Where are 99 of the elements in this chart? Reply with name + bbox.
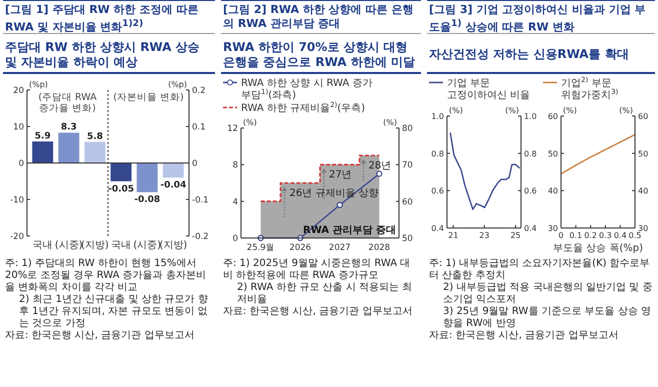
y-axis-title: (%): [563, 106, 577, 115]
x-tick-label: 2026: [289, 243, 312, 253]
annotation: 26년 규제비율 상향: [290, 188, 379, 199]
y-tick-label: 10: [13, 122, 24, 132]
chart-title: [그림 3] 기업 고정이하여신 비율과 기업 부도율$^{1)}$ 상승에 따른 RW 변화: [429, 3, 653, 35]
bar: [58, 132, 80, 163]
y2-tick-label: 60: [402, 197, 413, 208]
chart-subtitle: RWA 하한이 70%로 상향시 대형은행을 중심으로 RWA 하한에 미달: [223, 40, 416, 70]
text: 주: 1) 주담대의 RW 하한이 현행 15%에서 20%로 조정될 경우 RWA 증가율과 총자본비율 변화폭의 차이를 각각 비교: [5, 258, 207, 294]
chart-subtitle: 주담대 RW 하한 상향시 RWA 상승 및 자본비율 하락이 예상: [5, 40, 201, 70]
y2-tick-label: 60: [638, 112, 648, 121]
x-tick-label: (지방): [81, 240, 109, 251]
x-tick-label: 국내: [32, 240, 53, 251]
y-tick-label: 40: [548, 186, 558, 196]
x-tick-label: 23: [479, 231, 490, 240]
x-tick-label: 국내: [111, 240, 132, 251]
x-axis-title: 부도율 상승 폭(%p): [552, 243, 644, 254]
chart-title: [그림 2] RWA 하한 상향에 따른 은행의 RWA 관리부담 증대: [223, 3, 419, 31]
annotation: (자본비율 변화): [113, 92, 184, 103]
y2-tick-label: 1.0: [524, 112, 537, 121]
legend-label: 기업 부문 고정이하여신 비율: [447, 78, 530, 101]
x-tick-label: 0.1: [569, 231, 582, 240]
y-tick-label: 0.6: [431, 186, 444, 196]
point: [376, 170, 382, 177]
y-tick-label: -10: [10, 196, 24, 206]
x-tick-label: 0.5: [628, 231, 642, 240]
data-label: 8.3: [60, 122, 77, 133]
y2-tick-label: 0.8: [524, 149, 537, 158]
x-tick-label: 0.3: [599, 231, 612, 240]
chart-subtitle: 자산건전성 저하는 신용RWA를 확대: [429, 47, 629, 62]
y-tick-label: 20: [13, 86, 24, 96]
annotation: 27년: [329, 170, 352, 181]
y-axis-title: (%): [243, 118, 257, 127]
y-tick-label: 50: [548, 149, 558, 158]
text: 자료: 한국은행 시산, 금융기관 업무보고서: [429, 330, 620, 342]
x-tick-label: (시중): [54, 240, 83, 251]
y-tick-label: -20: [10, 232, 24, 242]
y2-axis-title: (%): [505, 106, 519, 115]
legend-label: RWA 하한 규제비율$^{2)}$(우측): [241, 101, 366, 114]
y2-tick-label: -0.2: [192, 232, 209, 242]
data-label: -0.05: [108, 184, 134, 194]
y2-tick-label: 0.2: [192, 86, 206, 96]
x-tick-label: 25.9월: [246, 243, 275, 253]
y-tick-label: 4: [232, 197, 238, 208]
y2-tick-label: 0: [192, 159, 198, 169]
y2-tick-label: 0.1: [192, 122, 206, 132]
y2-tick-label: 0.6: [524, 186, 537, 196]
x-tick-label: 25: [510, 231, 521, 240]
bar: [84, 142, 106, 163]
bar: [32, 141, 54, 163]
annotation: 28년: [368, 160, 392, 172]
y-tick-label: 12: [227, 124, 238, 134]
y-axis-title: (%): [449, 106, 463, 115]
y-tick-label: 0.4: [431, 224, 444, 233]
x-tick-label: 21: [448, 231, 458, 240]
y-tick-label: 0: [18, 159, 24, 169]
x-tick-label: 0.4: [614, 231, 627, 240]
data-label: -0.08: [134, 195, 160, 206]
text: 주: 1) 내부등급법의 소요자기자본율(K) 함수로부터 산출한 추정치: [429, 258, 651, 282]
y2-tick-label: 50: [638, 149, 648, 158]
y2-tick-label: -0.1: [192, 196, 209, 206]
data-label: 5.9: [34, 131, 51, 142]
annotation: (주담대 RWA 증가율 변화): [38, 92, 98, 114]
y-tick-label: 8: [232, 160, 238, 171]
y2-tick-label: 30: [638, 224, 648, 233]
point: [336, 202, 343, 208]
chart-title: [그림 1] 주담대 RW 하한 조정에 따른 RWA 및 자본비율 변화$^{1)2)}$: [5, 3, 213, 35]
x-tick-label: (시중): [133, 240, 162, 251]
y2-tick-label: 50: [402, 234, 413, 244]
text: 2) 내부등급법 적용 국내은행의 일반기업 및 중소기업 익스포저: [442, 282, 653, 306]
y2-tick-label: 80: [402, 124, 413, 134]
y2-axis-title: (%p): [168, 80, 187, 89]
x-tick-label: 2027: [328, 243, 351, 253]
data-label: -0.04: [160, 180, 186, 191]
text: 주: 1) 2025년 9월말 시중은행의 RWA 대비 하한적용에 따른 RWA 증가규모: [223, 258, 412, 282]
line-series: [560, 134, 636, 175]
y-axis-title: (%p): [29, 80, 48, 89]
line-series: [450, 132, 521, 210]
x-tick-label: 0: [558, 231, 564, 240]
y-tick-label: 30: [548, 224, 558, 233]
y-tick-label: 1.0: [431, 112, 444, 121]
y2-axis-title: (%): [619, 106, 633, 115]
x-tick-label: (지방): [159, 240, 188, 251]
y2-axis-title: (%): [383, 118, 397, 127]
legend-label: RWA 하한 상향 시 RWA 증가 부담$^{1)}$(좌측): [241, 78, 372, 101]
text: 자료: 한국은행 시산, 금융기관 업무보고서: [223, 306, 414, 318]
y-tick-label: 60: [548, 112, 558, 121]
legend-label: 기업$^{2)}$ 부문 위험가중치$^{3)}$: [561, 76, 618, 101]
y2-tick-label: 40: [638, 186, 648, 196]
text: 2) 최근 1년간 신규대출 및 상한 규모가 향후 1년간 유지되며, 자본 규모도 변동이 없는 것으로 가정: [18, 294, 209, 330]
text: 2) RWA 하한 규모 산출 시 적용되는 최저비율: [236, 282, 414, 306]
data-label: 5.8: [86, 132, 103, 142]
x-tick-label: 0.2: [584, 231, 597, 240]
y2-tick-label: 0.4: [524, 224, 537, 233]
y2-tick-label: 70: [402, 160, 413, 171]
x-tick-label: 2028: [368, 243, 390, 253]
text: 자료: 한국은행 시산, 금융기관 업무보고서: [5, 330, 196, 342]
y-tick-label: 0.8: [431, 149, 444, 158]
text: 3) 25년 9월말 RW를 기준으로 부도율 상승 영향을 RW에 반영: [442, 306, 652, 330]
